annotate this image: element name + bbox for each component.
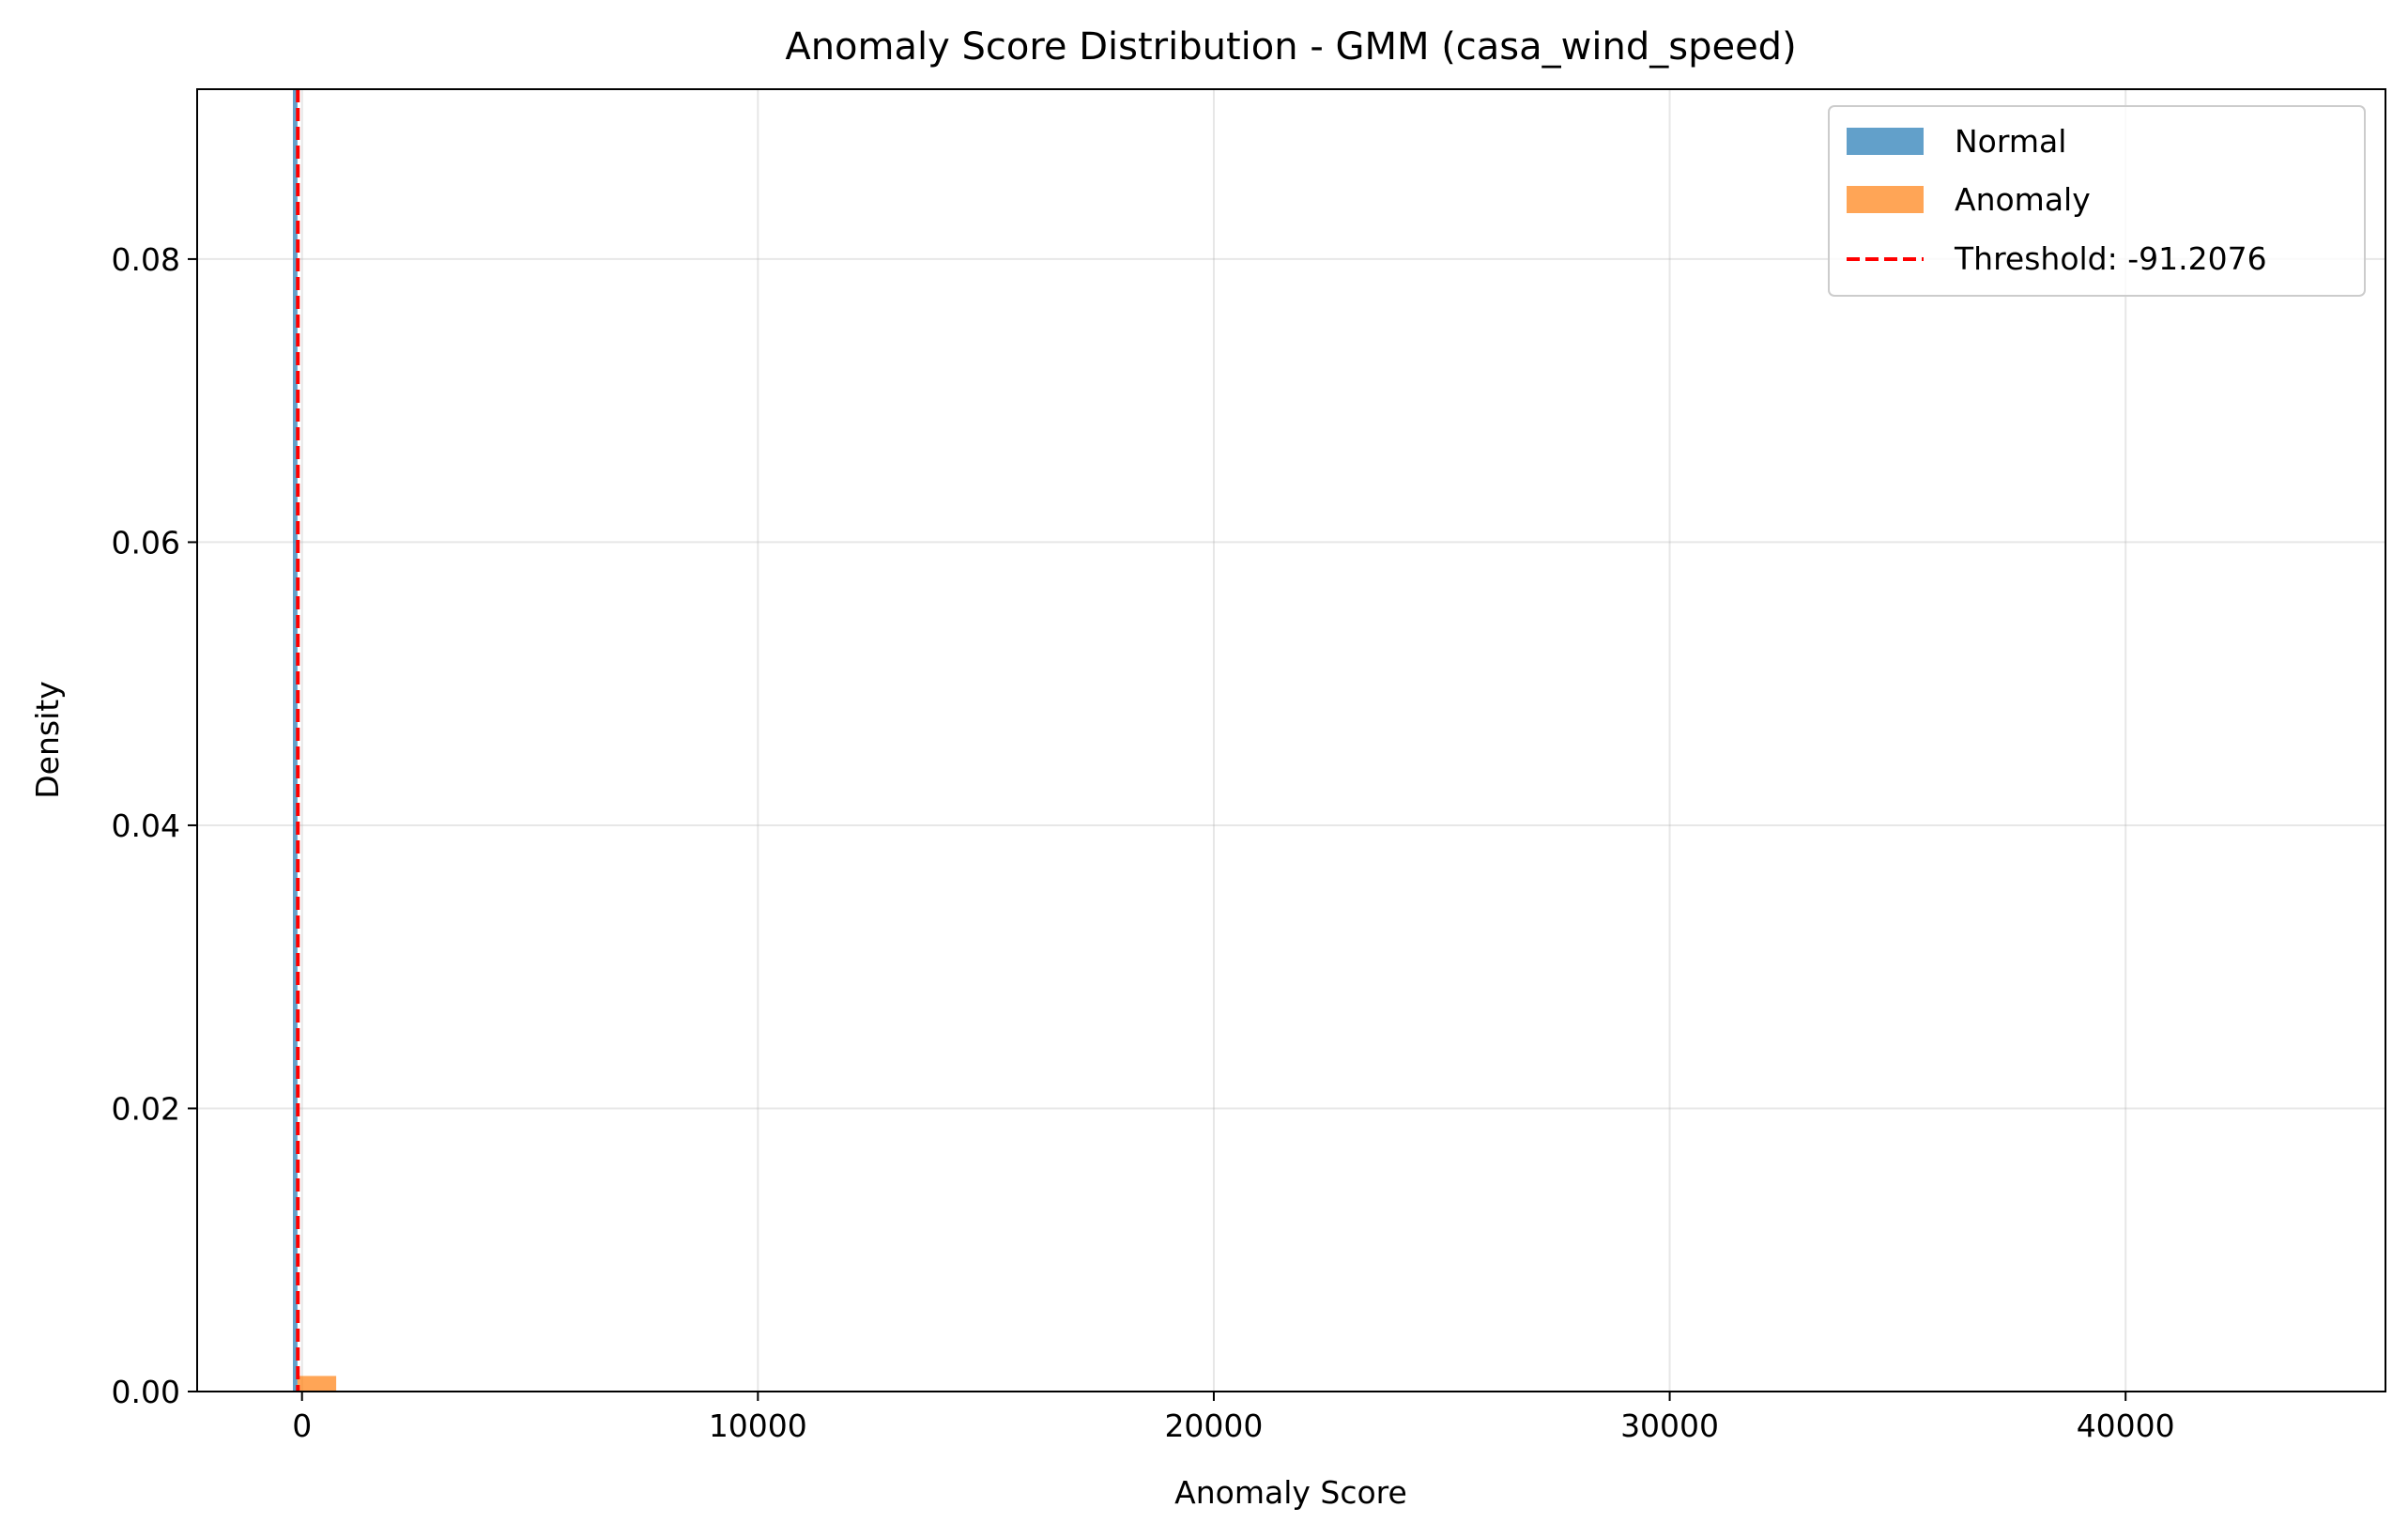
y-axis-label: Density	[29, 681, 66, 798]
plot-frame	[196, 88, 2386, 1392]
legend-swatch-normal	[1847, 128, 1924, 155]
legend-swatch-anomaly	[1847, 186, 1924, 213]
legend-label-normal: Normal	[1955, 123, 2066, 160]
y-tick-label: 0.08	[112, 241, 180, 278]
x-axis-ticks: 0 10000 20000 30000 40000	[292, 1392, 2175, 1444]
y-tick-label: 0.00	[112, 1374, 180, 1410]
y-axis-ticks: 0.00 0.02 0.04 0.06 0.08	[112, 241, 197, 1410]
chart-title: Anomaly Score Distribution - GMM (casa_w…	[785, 25, 1796, 69]
y-tick-label: 0.02	[112, 1090, 180, 1127]
x-tick-label: 40000	[2077, 1407, 2175, 1444]
x-tick-label: 20000	[1164, 1407, 1263, 1444]
x-tick-label: 10000	[709, 1407, 807, 1444]
legend-label-threshold: Threshold: -91.2076	[1954, 240, 2267, 277]
x-tick-label: 0	[292, 1407, 312, 1444]
bar-anomaly	[297, 1376, 337, 1392]
legend: Normal Anomaly Threshold: -91.2076	[1828, 105, 2366, 297]
bar-normal	[292, 89, 298, 1392]
y-tick-label: 0.06	[112, 524, 180, 561]
legend-frame	[1828, 105, 2366, 297]
x-tick-label: 30000	[1620, 1407, 1719, 1444]
legend-label-anomaly: Anomaly	[1955, 181, 2091, 218]
y-tick-label: 0.04	[112, 807, 180, 844]
x-axis-label: Anomaly Score	[1174, 1474, 1407, 1511]
histogram-bars	[292, 89, 337, 1392]
